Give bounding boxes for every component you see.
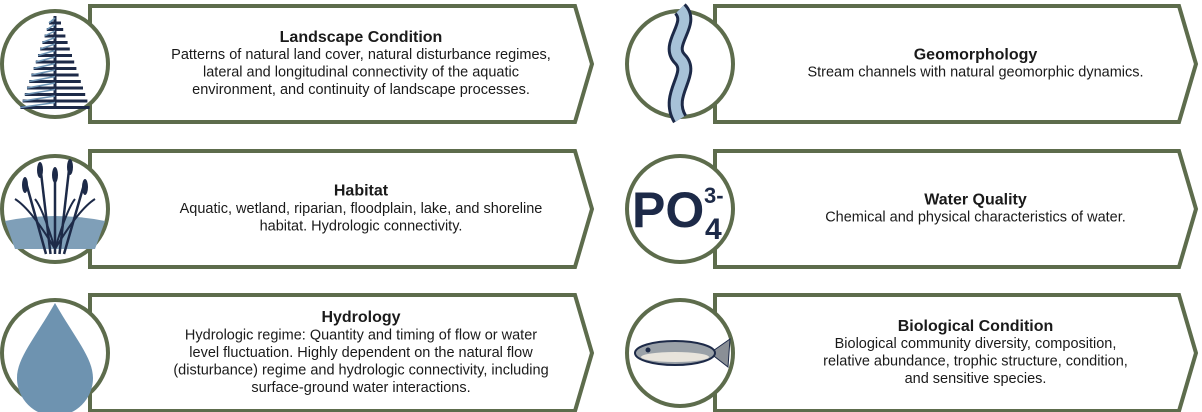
- card-text: Aquatic, wetland, riparian, floodplain, …: [180, 201, 543, 217]
- card-text: Biological community diversity, composit…: [835, 336, 1117, 352]
- card-text: Stream channels with natural geomorphic …: [807, 65, 1143, 81]
- cattail: [22, 177, 28, 193]
- cattail: [67, 159, 73, 175]
- formula-sub: 4: [705, 213, 722, 246]
- card-text: and sensitive species.: [905, 371, 1047, 387]
- card-text: Hydrologic regime: Quantity and timing o…: [185, 327, 537, 343]
- card-title: Water Quality: [924, 191, 1027, 208]
- fish-belly: [641, 352, 709, 362]
- card-title: Geomorphology: [914, 46, 1038, 63]
- card-text: level fluctuation. Highly dependent on t…: [189, 345, 533, 361]
- cattail: [82, 179, 88, 195]
- card-text: environment, and continuity of landscape…: [192, 82, 530, 98]
- card-title: Landscape Condition: [280, 29, 443, 46]
- infographic: Landscape ConditionPatterns of natural l…: [0, 0, 1202, 412]
- card-text: surface-ground water interactions.: [251, 380, 470, 396]
- card-text: habitat. Hydrologic connectivity.: [260, 218, 463, 234]
- fish-eye: [646, 348, 651, 353]
- card-title: Hydrology: [321, 309, 400, 326]
- card-text: lateral and longitudinal connectivity of…: [203, 65, 519, 81]
- card-title: Biological Condition: [898, 318, 1054, 335]
- formula: PO: [632, 182, 704, 238]
- card-text: relative abundance, trophic structure, c…: [823, 354, 1128, 370]
- cattail: [52, 167, 58, 183]
- card-text: (disturbance) regime and hydrologic conn…: [173, 362, 548, 378]
- card-title: Habitat: [334, 183, 389, 200]
- formula-sup: 3-: [704, 183, 724, 208]
- cattail: [37, 162, 43, 178]
- card: Geomorphology Stream channels with natura…: [627, 6, 1196, 122]
- card-text: Chemical and physical characteristics of…: [825, 210, 1126, 226]
- card-text: Patterns of natural land cover, natural …: [171, 47, 551, 63]
